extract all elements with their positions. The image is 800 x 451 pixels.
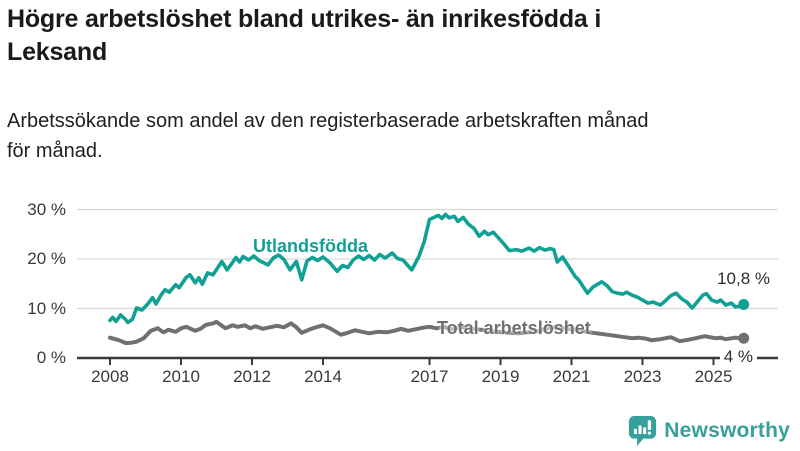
end-value-label-utlandsfodda: 10,8 % [717,269,770,288]
x-tick-label: 2008 [91,367,129,386]
x-tick-label: 2021 [552,367,591,386]
y-tick-label: 10 % [27,298,66,318]
x-tick-label: 2014 [304,367,342,386]
page-title: Högre arbetslöshet bland utrikes- än inr… [7,3,767,69]
series-label-total-arbetsloshet: Total arbetslöshet [437,318,591,338]
subtitle-line-1: Arbetssökande som andel av den registerb… [7,110,649,132]
y-tick-label: 20 % [27,249,66,268]
bar-chart-speech-bubble-icon [628,415,657,446]
newsworthy-wordmark: Newsworthy [664,418,790,442]
y-tick-label: 30 % [27,199,66,219]
x-tick-label: 2012 [233,367,271,386]
title-line-2: Leksand [7,38,108,66]
series-label-utlandsfodda: Utlandsfödda [253,236,368,256]
x-tick-label: 2010 [162,367,200,386]
title-line-1: Högre arbetslöshet bland utrikes- än inr… [7,5,602,33]
newsworthy-attribution: Newsworthy [628,415,790,446]
x-tick-label: 2019 [481,367,520,386]
end-value-label-total: 4 % [719,347,757,367]
x-tick-label: 2023 [623,367,662,386]
chart-subtitle: Arbetssökande som andel av den registerb… [7,106,797,166]
x-tick-label: 2017 [410,367,449,386]
subtitle-line-2: för månad. [7,140,103,162]
y-tick-label: 0 % [36,348,66,367]
x-tick-label: 2025 [694,367,733,386]
